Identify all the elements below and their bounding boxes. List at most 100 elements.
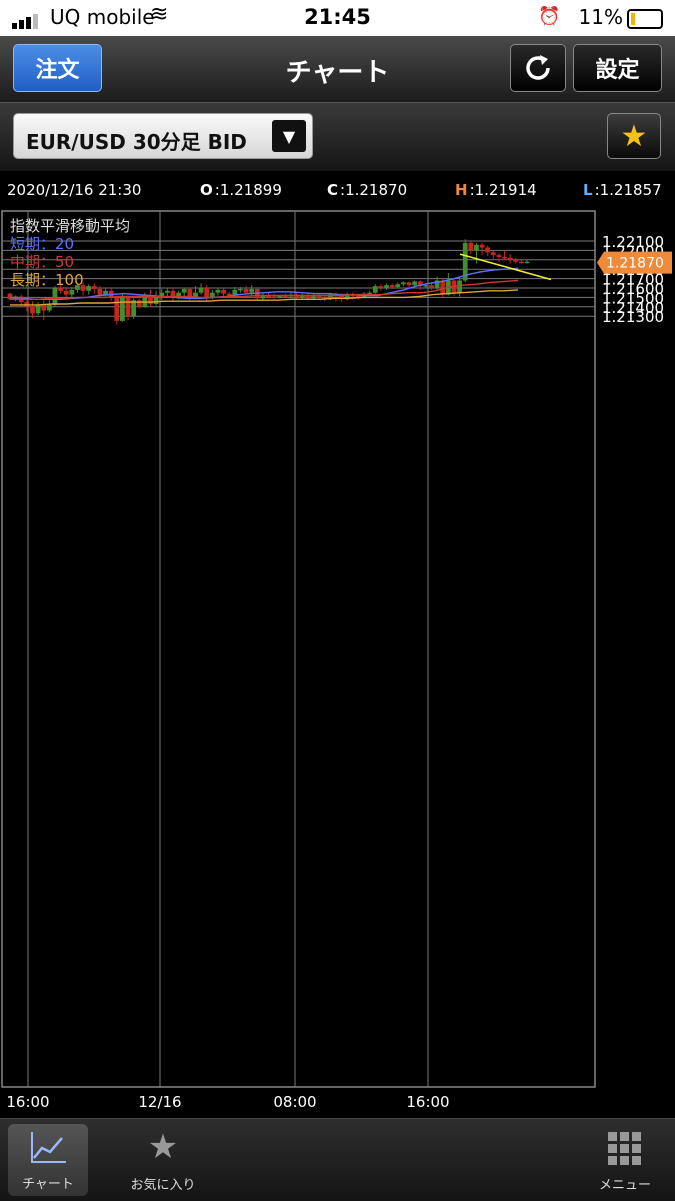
candle-body bbox=[153, 297, 159, 304]
y-tick-label: 1.21600 bbox=[602, 280, 664, 298]
tab-favorites-label: お気に入り bbox=[130, 1178, 196, 1193]
candle-body bbox=[80, 285, 86, 291]
candle-body bbox=[187, 288, 193, 299]
candle-body bbox=[524, 261, 530, 264]
open-label: O bbox=[200, 181, 213, 199]
legend-mid: 中期：50 bbox=[10, 253, 74, 271]
low-label: L bbox=[583, 181, 593, 199]
candle-body bbox=[249, 288, 255, 293]
settings-button[interactable]: 設定 bbox=[573, 44, 662, 92]
candle-body bbox=[75, 285, 80, 290]
candle-body bbox=[350, 294, 356, 297]
ohlc-datetime: 2020/12/16 21:30 bbox=[7, 181, 142, 199]
low-value: 1.21857 bbox=[599, 181, 662, 199]
battery-percent: 11% bbox=[578, 5, 623, 29]
candle-body bbox=[406, 282, 412, 286]
candle-body bbox=[395, 284, 401, 288]
tab-chart[interactable]: チャート bbox=[8, 1124, 88, 1196]
candle-body bbox=[243, 288, 249, 293]
candle-body bbox=[7, 293, 13, 300]
current-price-label: 1.21870 bbox=[606, 256, 664, 272]
ohlc-low: L:1.21857 bbox=[583, 181, 662, 199]
wifi-icon: ≋ bbox=[150, 2, 169, 27]
candle-body bbox=[356, 295, 361, 298]
tab-bar: チャート ★ お気に入り メニュー bbox=[0, 1118, 675, 1201]
candle-body bbox=[490, 252, 496, 256]
candle-body bbox=[97, 288, 103, 295]
battery-icon bbox=[627, 9, 663, 29]
x-tick-label: 08:00 bbox=[273, 1093, 316, 1111]
open-value: 1.21899 bbox=[219, 181, 282, 199]
refresh-button[interactable] bbox=[510, 44, 566, 92]
plot-frame bbox=[1, 210, 596, 1088]
candle-body bbox=[378, 286, 384, 288]
ohlc-bar: 2020/12/16 21:30 O:1.21899 C:1.21870 H:1… bbox=[0, 171, 675, 209]
candle-body bbox=[30, 306, 35, 314]
refresh-icon bbox=[526, 55, 550, 80]
chart-icon bbox=[31, 1132, 66, 1163]
candle-body bbox=[423, 285, 429, 287]
grid-menu-icon bbox=[608, 1132, 641, 1165]
candle-body bbox=[271, 296, 277, 298]
ema-lines bbox=[9, 267, 519, 306]
candle-body bbox=[417, 281, 423, 287]
candle-body bbox=[204, 288, 210, 298]
candle-body bbox=[41, 304, 47, 311]
candle-body bbox=[176, 292, 181, 298]
trendline[interactable] bbox=[459, 253, 552, 281]
candle-body bbox=[462, 242, 468, 281]
candle-body bbox=[114, 297, 120, 321]
candle-body bbox=[52, 288, 58, 305]
high-label: H bbox=[455, 181, 468, 199]
tab-chart-label: チャート bbox=[22, 1177, 74, 1192]
candle-body bbox=[468, 242, 474, 251]
candle-body bbox=[215, 289, 221, 293]
candle-body bbox=[282, 295, 288, 298]
candle-body bbox=[125, 297, 131, 317]
tab-menu[interactable]: メニュー bbox=[570, 1119, 675, 1201]
candle-body bbox=[198, 288, 204, 293]
candle-body bbox=[86, 286, 92, 291]
candle-body bbox=[209, 292, 215, 298]
y-tick-label: 1.21400 bbox=[602, 299, 664, 317]
nav-bar: 注文 チャート 設定 bbox=[0, 36, 675, 103]
candle-body bbox=[181, 288, 187, 293]
order-button[interactable]: 注文 bbox=[13, 44, 102, 92]
candle-body bbox=[429, 285, 434, 288]
legend-short: 短期：20 bbox=[10, 235, 74, 253]
price-tag: 1.21870 bbox=[597, 251, 672, 274]
candle-body bbox=[299, 295, 305, 298]
candle-body bbox=[327, 294, 333, 300]
indicator-title: 指数平滑移動平均 bbox=[10, 217, 130, 235]
carrier-label: UQ mobile bbox=[50, 5, 155, 29]
candle-body bbox=[519, 261, 524, 264]
tab-favorites[interactable]: ★ お気に入り bbox=[108, 1119, 218, 1201]
candle-body bbox=[440, 280, 446, 295]
candle-body bbox=[384, 285, 389, 288]
candle-body bbox=[266, 295, 271, 298]
favorite-button[interactable]: ★ bbox=[607, 113, 661, 159]
ema-long-line bbox=[10, 289, 519, 306]
candle-body bbox=[232, 289, 238, 295]
candle-body bbox=[316, 295, 322, 298]
y-axis-labels: 1.221001.220001.219001.218001.217001.216… bbox=[602, 233, 664, 326]
candle-body bbox=[193, 292, 198, 299]
candle-body bbox=[63, 290, 69, 295]
chevron-down-icon: ▼ bbox=[272, 120, 306, 152]
candle-body bbox=[412, 281, 418, 286]
candle-body bbox=[496, 255, 502, 257]
ohlc-high: H:1.21914 bbox=[455, 181, 537, 199]
candle-body bbox=[277, 295, 283, 298]
candle-body bbox=[136, 300, 142, 307]
candle-body bbox=[103, 290, 108, 295]
candle-body bbox=[311, 295, 316, 299]
clock: 21:45 bbox=[304, 5, 371, 29]
status-bar: UQ mobile ≋ 21:45 ⏰ 11% bbox=[0, 0, 675, 36]
candle-body bbox=[170, 290, 176, 298]
price-chart[interactable]: 1.221001.220001.219001.218001.217001.216… bbox=[0, 209, 675, 1116]
candle-body bbox=[372, 286, 378, 293]
candle-body bbox=[142, 295, 148, 307]
pair-select[interactable]: EUR/USD 30分足 BID ▼ bbox=[13, 113, 313, 159]
y-tick-label: 1.22100 bbox=[602, 233, 664, 251]
candle-body bbox=[457, 280, 462, 293]
